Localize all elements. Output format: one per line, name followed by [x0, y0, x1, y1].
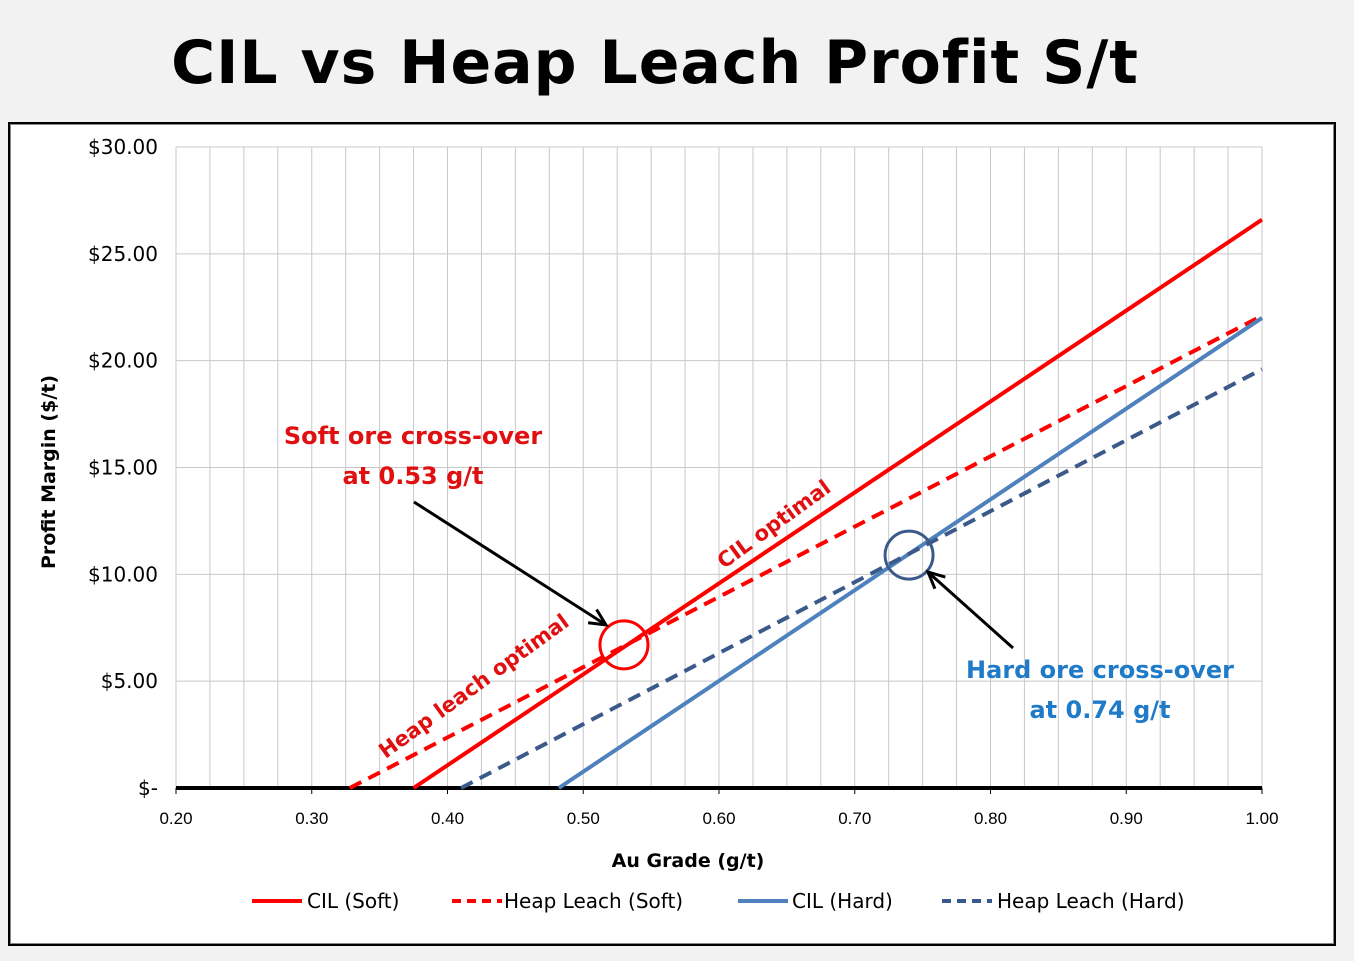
x-tick-label: 0.90	[1110, 809, 1143, 828]
series-heap-hard	[460, 367, 1263, 790]
hard-crossover-label-line1: Hard ore cross-over	[966, 656, 1234, 684]
hard-crossover-circle	[883, 529, 935, 581]
x-axis-title: Au Grade (g/t)	[612, 850, 765, 872]
gridlines	[175, 146, 1263, 794]
y-axis-title: Profit Margin ($/t)	[38, 375, 60, 569]
x-tick-label: 0.70	[838, 809, 871, 828]
y-tick-labels: $- $5.00 $10.00 $15.00 $20.00 $25.00 $30.00	[88, 135, 158, 800]
y-tick-label: $15.00	[88, 456, 158, 480]
page-title: CIL vs Heap Leach Profit S/t	[171, 28, 1139, 98]
x-tick-labels: 0.20 0.30 0.40 0.50 0.60 0.70 0.80 0.90 1.00	[159, 809, 1278, 828]
series-cil-soft	[412, 217, 1264, 790]
legend-label-heap-hard: Heap Leach (Hard)	[997, 889, 1185, 913]
soft-crossover-label-line2: at 0.53 g/t	[342, 462, 483, 490]
series-heap-soft	[348, 314, 1263, 790]
y-tick-label: $-	[138, 776, 158, 800]
legend-label-cil-hard: CIL (Hard)	[792, 889, 893, 913]
y-tick-label: $20.00	[88, 349, 158, 373]
crossover-markers	[413, 500, 1014, 671]
chart-svg: 0.20 0.30 0.40 0.50 0.60 0.70 0.80 0.90 1.00 $-$…	[38, 135, 1279, 913]
y-tick-label: $10.00	[88, 562, 158, 586]
x-tick-label: 0.40	[431, 809, 464, 828]
soft-crossover-circle	[598, 619, 650, 671]
soft-crossover-arrow	[413, 500, 607, 627]
legend-label-heap-soft: Heap Leach (Soft)	[504, 889, 683, 913]
chart-area: 0.20 0.30 0.40 0.50 0.60 0.70 0.80 0.90 1.00 $- $…	[8, 122, 1336, 946]
legend: CIL (Soft) Heap Leach (Soft) CIL (Hard) …	[252, 889, 1185, 913]
y-tick-label: $5.00	[101, 669, 158, 693]
y-tick-label: $30.00	[88, 135, 158, 159]
x-tick-label: 0.20	[159, 809, 192, 828]
hard-crossover-arrow	[927, 570, 1014, 650]
hard-crossover-arrow-head	[925, 569, 946, 590]
series-lines	[176, 217, 1264, 790]
y-tick-label: $25.00	[88, 242, 158, 266]
x-tick-label: 0.30	[295, 809, 328, 828]
legend-label-cil-soft: CIL (Soft)	[307, 889, 399, 913]
cil-optimal-label: CIL optimal	[713, 475, 835, 573]
soft-crossover-arrow-head	[587, 608, 609, 627]
x-tick-label: 0.60	[702, 809, 735, 828]
x-tick-label: 0.50	[567, 809, 600, 828]
x-tick-label: 0.80	[974, 809, 1007, 828]
soft-crossover-label-line1: Soft ore cross-over	[284, 422, 542, 450]
hard-crossover-label-line2: at 0.74 g/t	[1029, 696, 1170, 724]
x-tick-label: 1.00	[1245, 809, 1278, 828]
